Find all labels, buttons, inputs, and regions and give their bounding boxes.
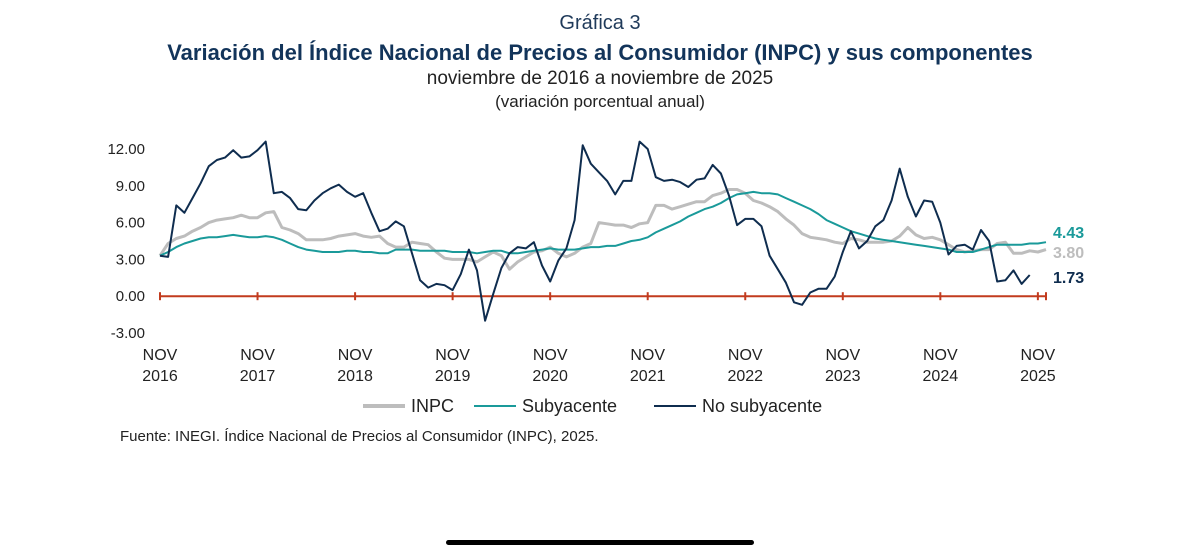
x-tick-label-year: 2021 — [630, 368, 666, 385]
chart-units: (variación porcentual anual) — [495, 92, 705, 111]
chart-title: Variación del Índice Nacional de Precios… — [167, 40, 1033, 65]
x-tick-label-month: NOV — [923, 347, 958, 364]
x-tick-label-year: 2022 — [727, 368, 763, 385]
x-tick-label-month: NOV — [533, 347, 568, 364]
line-chart: 12.00 9.00 6.00 3.00 0.00 -3.00 NOV 2016 NOV 201… — [107, 140, 1084, 416]
y-tick-label: 0.00 — [116, 288, 145, 305]
x-tick-label-month: NOV — [240, 347, 275, 364]
x-tick-label-year: 2024 — [923, 368, 959, 385]
x-tick-label-month: NOV — [338, 347, 373, 364]
legend-label: No subyacente — [702, 396, 822, 416]
source-note: Fuente: INEGI. Índice Nacional de Precio… — [120, 428, 599, 445]
x-tick-label-month: NOV — [1021, 347, 1056, 364]
end-label-subyacente: 4.43 — [1053, 225, 1084, 242]
x-tick-label-year: 2017 — [240, 368, 276, 385]
y-tick-label: 9.00 — [116, 178, 145, 195]
series-line-inpc — [158, 188, 1047, 271]
y-tick-label: 3.00 — [116, 251, 145, 268]
y-tick-label: -3.00 — [111, 325, 145, 342]
x-tick-label-month: NOV — [630, 347, 665, 364]
x-tick-label-year: 2020 — [532, 368, 568, 385]
y-tick-label: 12.00 — [107, 141, 145, 158]
x-tick-label-year: 2025 — [1020, 368, 1056, 385]
x-tick-label-month: NOV — [435, 347, 470, 364]
y-axis: 12.00 9.00 6.00 3.00 0.00 -3.00 — [107, 141, 145, 342]
x-tick-label-year: 2023 — [825, 368, 861, 385]
end-labels: 3.80 4.43 1.73 — [1053, 225, 1084, 287]
series-line-no-subyacente — [159, 140, 1031, 322]
end-label-inpc: 3.80 — [1053, 245, 1084, 262]
home-indicator[interactable] — [446, 540, 754, 545]
x-tick-label-year: 2019 — [435, 368, 471, 385]
chart-number-label: Gráfica 3 — [559, 12, 641, 34]
legend: INPC Subyacente No subyacente — [363, 396, 822, 416]
x-tick-label-year: 2018 — [337, 368, 373, 385]
series-line-subyacente — [159, 190, 1047, 257]
x-tick-label-month: NOV — [143, 347, 178, 364]
legend-label: INPC — [411, 396, 454, 416]
legend-label: Subyacente — [522, 396, 617, 416]
x-axis: NOV 2016 NOV 2017 NOV 2018 NOV 2019 NOV 2020 NOV 20… — [142, 292, 1056, 385]
series-lines — [158, 140, 1047, 322]
x-tick-label-year: 2016 — [142, 368, 178, 385]
x-tick-label-month: NOV — [825, 347, 860, 364]
x-tick-label-month: NOV — [728, 347, 763, 364]
end-label-no-subyacente: 1.73 — [1053, 270, 1084, 287]
y-tick-label: 6.00 — [116, 215, 145, 232]
chart-subtitle: noviembre de 2016 a noviembre de 2025 — [426, 68, 774, 89]
